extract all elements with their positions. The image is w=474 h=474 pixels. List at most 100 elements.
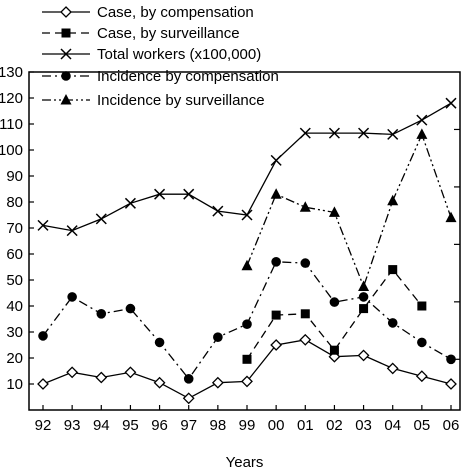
legend-marker (60, 94, 72, 105)
data-point (299, 127, 311, 139)
legend-label: Incidence by surveillance (97, 92, 265, 109)
data-point (416, 128, 428, 139)
data-point (154, 337, 165, 348)
x-tick-label: 06 (443, 417, 460, 434)
data-point (358, 292, 369, 302)
legend-item: Incidence by compensation (42, 68, 279, 85)
legend-marker (60, 48, 72, 60)
legend-item: Case, by compensation (42, 4, 254, 21)
data-point (182, 392, 195, 405)
legend-label: Case, by surveillance (97, 25, 240, 42)
data-point (154, 188, 166, 200)
legend-item: Total workers (x100,000) (42, 46, 261, 63)
data-point (213, 332, 223, 343)
data-point (271, 257, 281, 267)
left-y-tick-label: 30 (6, 324, 23, 341)
left-y-tick-label: 60 (6, 246, 23, 263)
data-point (271, 310, 281, 320)
data-point (417, 301, 427, 311)
x-axis-title: Years (226, 454, 264, 471)
left-y-tick-label: 90 (6, 168, 23, 185)
data-point (329, 297, 340, 307)
data-point (96, 309, 107, 319)
data-point (183, 374, 194, 384)
left-y-tick-label: 10 (6, 376, 23, 393)
data-point (386, 362, 399, 375)
data-point (300, 309, 310, 319)
x-tick-label: 04 (384, 417, 401, 434)
x-tick-label: 99 (239, 417, 256, 434)
left-y-tick-label: 100 (0, 142, 23, 159)
data-point (328, 127, 340, 139)
data-point (300, 258, 311, 268)
data-point (270, 154, 282, 166)
data-point (124, 197, 136, 209)
data-point (388, 265, 398, 275)
data-point (446, 354, 456, 365)
series-layer (37, 97, 457, 405)
data-point (183, 188, 195, 200)
series-2 (37, 97, 457, 237)
series-line (42, 102, 452, 232)
series-line (246, 132, 452, 289)
data-point (242, 354, 252, 364)
x-tick-label: 94 (93, 417, 110, 434)
left-y-tick-label: 20 (6, 350, 23, 367)
data-point (415, 370, 428, 383)
data-point (445, 97, 457, 109)
plot-frame (28, 71, 461, 411)
legend-marker (60, 6, 72, 18)
x-tick-label: 92 (35, 417, 52, 434)
data-point (212, 205, 224, 217)
data-point (299, 201, 311, 212)
left-y-tick-label: 70 (6, 220, 23, 237)
left-y-tick-label: 120 (0, 90, 23, 107)
x-tick-label: 02 (326, 417, 343, 434)
legend-marker (61, 28, 71, 38)
data-point (358, 127, 370, 139)
data-point (299, 333, 312, 346)
x-tick-label: 95 (122, 417, 139, 434)
data-point (270, 339, 283, 351)
x-axis: 92 93 94 95 96 97 98 99 00 01 02 03 04 05 06 (35, 405, 460, 434)
data-point (153, 376, 166, 389)
data-point (387, 318, 398, 328)
data-point (241, 259, 253, 271)
data-point (357, 349, 370, 362)
data-point (387, 194, 399, 206)
left-y-tick-label: 110 (0, 116, 23, 133)
series-4 (241, 128, 457, 291)
data-point (416, 114, 428, 126)
x-tick-label: 93 (64, 417, 81, 434)
legend-label: Total workers (x100,000) (97, 46, 261, 63)
x-tick-label: 97 (180, 417, 197, 434)
x-tick-label: 03 (355, 417, 372, 434)
left-y-tick-label: 80 (6, 194, 23, 211)
legend-marker (61, 71, 71, 81)
series-3 (38, 257, 456, 384)
data-point (242, 319, 252, 330)
data-point (95, 371, 108, 384)
x-tick-label: 96 (151, 417, 168, 434)
data-point (270, 188, 282, 199)
data-point (124, 366, 137, 379)
data-point (417, 337, 427, 348)
data-point (241, 209, 253, 221)
legend-item: Case, by surveillance (42, 25, 240, 42)
x-tick-label: 05 (414, 417, 431, 434)
data-point (66, 225, 78, 237)
left-y-tick-label: 40 (6, 298, 23, 315)
data-point (66, 366, 79, 379)
data-point (125, 303, 136, 314)
data-point (387, 128, 399, 140)
right-y-axis (454, 128, 460, 360)
data-point (359, 304, 369, 314)
data-point (38, 331, 48, 341)
x-tick-label: 01 (297, 417, 314, 434)
data-point (95, 213, 107, 225)
legend-label: Case, by compensation (97, 4, 254, 21)
data-point (67, 292, 77, 302)
data-point (37, 378, 49, 390)
